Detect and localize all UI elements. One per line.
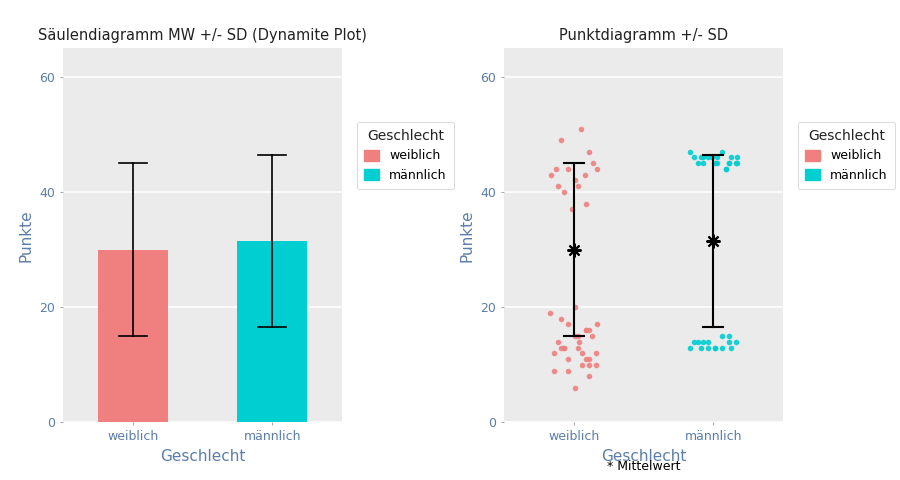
Y-axis label: Punkte: Punkte xyxy=(19,209,34,262)
Point xyxy=(579,326,593,334)
Point xyxy=(715,344,729,351)
Point xyxy=(718,165,733,173)
Point xyxy=(730,154,744,161)
Point xyxy=(551,182,565,190)
Point xyxy=(710,154,724,161)
Point xyxy=(551,338,565,346)
Point xyxy=(571,344,585,351)
Point xyxy=(547,349,562,357)
Point xyxy=(582,355,597,363)
X-axis label: Geschlecht: Geschlecht xyxy=(160,449,245,464)
Point xyxy=(548,165,562,173)
Legend: weiblich, männlich: weiblich, männlich xyxy=(356,121,454,189)
Point xyxy=(561,367,575,374)
Point xyxy=(568,384,582,392)
Point xyxy=(586,159,600,167)
Point xyxy=(554,136,569,144)
Point xyxy=(557,188,572,196)
X-axis label: Geschlecht: Geschlecht xyxy=(601,449,686,464)
Title: Säulendiagramm MW +/- SD (Dynamite Plot): Säulendiagramm MW +/- SD (Dynamite Plot) xyxy=(38,28,367,43)
Point xyxy=(590,165,605,173)
Point xyxy=(589,361,603,369)
Point xyxy=(572,338,587,346)
Point xyxy=(700,344,715,351)
Point xyxy=(728,338,742,346)
Bar xyxy=(98,250,167,422)
Point xyxy=(718,165,733,173)
Point xyxy=(582,361,597,369)
Point xyxy=(571,182,585,190)
Point xyxy=(724,154,739,161)
Point xyxy=(715,332,729,340)
Point xyxy=(585,332,599,340)
Point xyxy=(682,344,697,351)
Point xyxy=(687,154,701,161)
Point xyxy=(697,159,711,167)
Text: * Mittelwert: * Mittelwert xyxy=(607,460,680,473)
Point xyxy=(722,332,736,340)
Point xyxy=(687,338,701,346)
Point xyxy=(705,154,719,161)
Point xyxy=(571,332,585,340)
Point xyxy=(579,200,593,207)
Point xyxy=(582,148,597,156)
Point xyxy=(682,148,697,156)
Point xyxy=(715,148,729,156)
Point xyxy=(582,372,597,380)
Point xyxy=(573,125,588,132)
Point xyxy=(707,159,722,167)
Point xyxy=(544,171,559,179)
Point xyxy=(700,338,715,346)
Point xyxy=(707,344,722,351)
Bar xyxy=(238,241,307,422)
Point xyxy=(582,326,597,334)
Point xyxy=(568,303,582,311)
Point xyxy=(724,344,739,351)
Point xyxy=(575,361,590,369)
Point xyxy=(722,159,736,167)
Point xyxy=(722,338,736,346)
Point xyxy=(565,205,580,213)
Point xyxy=(568,332,582,340)
Point xyxy=(697,338,711,346)
Y-axis label: Punkte: Punkte xyxy=(460,209,475,262)
Point xyxy=(561,321,575,328)
Point xyxy=(697,154,711,161)
Point xyxy=(579,355,593,363)
Point xyxy=(543,309,557,317)
Legend: weiblich, männlich: weiblich, männlich xyxy=(797,121,896,189)
Point xyxy=(690,338,705,346)
Point xyxy=(579,326,593,334)
Point xyxy=(589,349,603,357)
Point xyxy=(707,344,722,351)
Point xyxy=(575,349,590,357)
Point xyxy=(590,321,605,328)
Title: Punktdiagramm +/- SD: Punktdiagramm +/- SD xyxy=(559,28,728,43)
Point xyxy=(690,159,705,167)
Point xyxy=(561,165,575,173)
Point xyxy=(561,355,575,363)
Point xyxy=(557,344,572,351)
Point xyxy=(700,154,715,161)
Point xyxy=(547,367,562,374)
Point xyxy=(554,315,569,323)
Point xyxy=(728,159,742,167)
Point xyxy=(578,171,592,179)
Point xyxy=(730,159,744,167)
Point xyxy=(710,159,724,167)
Point xyxy=(694,344,708,351)
Point xyxy=(568,177,582,184)
Point xyxy=(694,154,708,161)
Point xyxy=(722,159,736,167)
Point xyxy=(557,344,572,351)
Point xyxy=(554,344,569,351)
